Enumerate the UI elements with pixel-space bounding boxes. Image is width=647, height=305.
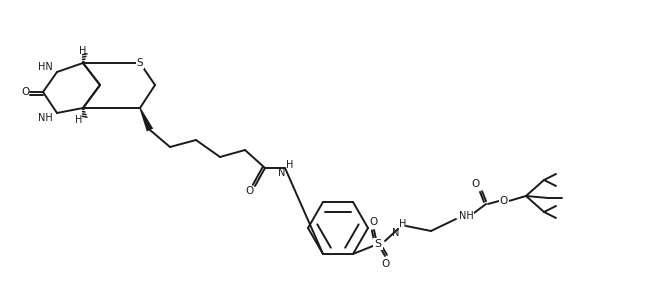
Text: O: O [382,259,390,269]
Text: N: N [278,168,286,178]
Text: N: N [392,228,400,238]
Text: H: H [399,219,407,229]
Text: O: O [369,217,377,227]
Text: S: S [137,58,144,68]
Text: S: S [375,239,382,249]
Text: HN: HN [38,62,53,72]
Text: H: H [287,160,294,170]
Text: NH: NH [38,113,53,123]
Text: O: O [472,179,480,189]
Text: NH: NH [459,211,474,221]
Text: H: H [75,115,83,125]
Text: O: O [500,196,508,206]
Text: H: H [80,46,87,56]
Polygon shape [140,108,153,131]
Text: O: O [21,87,29,97]
Text: O: O [246,186,254,196]
